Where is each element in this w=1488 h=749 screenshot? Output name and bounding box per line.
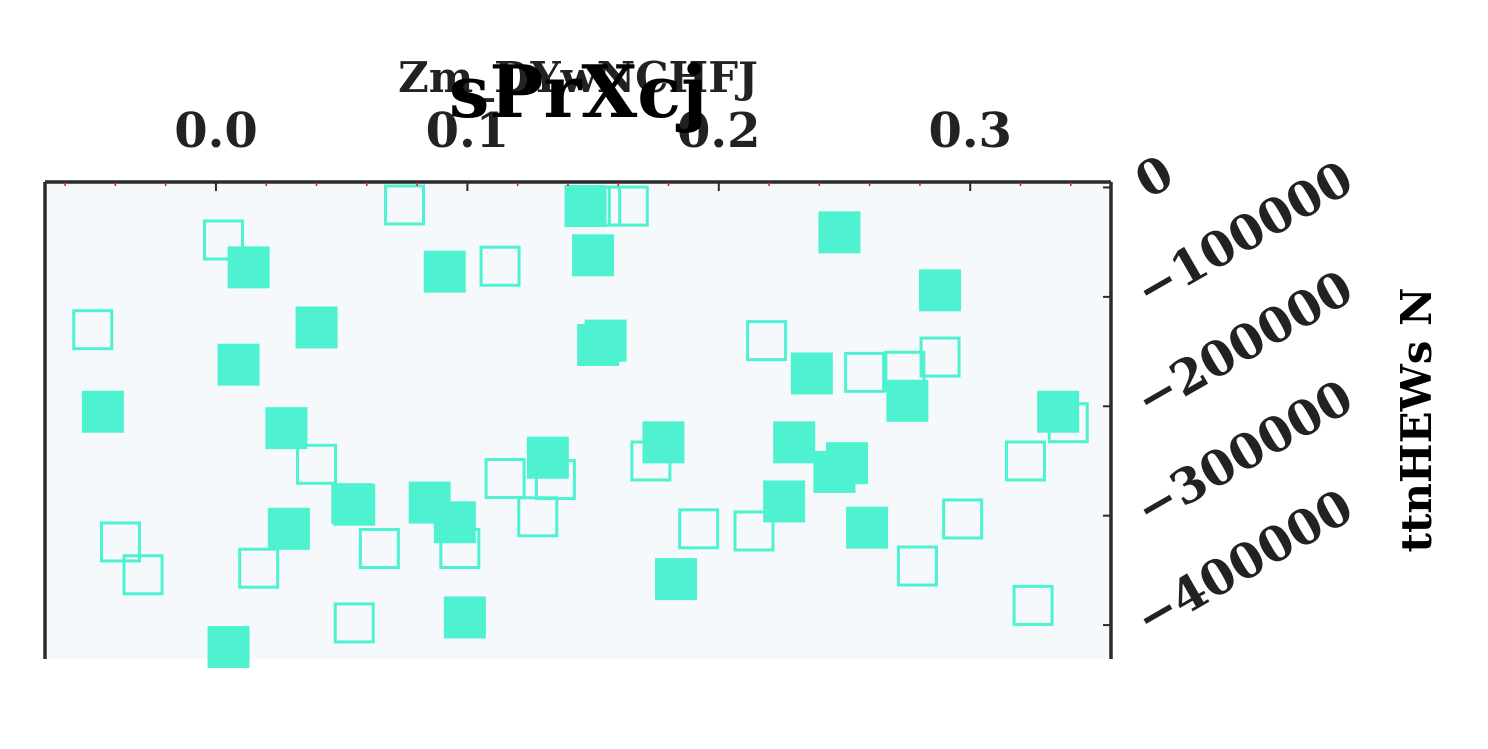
filled-square-marker-5 bbox=[295, 306, 338, 349]
filled-square-marker-12 bbox=[564, 185, 607, 228]
open-square-marker-9 bbox=[384, 184, 426, 226]
x-axis-label: Zm_DYwNCHFJ bbox=[398, 53, 758, 102]
open-square-marker-25 bbox=[942, 498, 984, 540]
open-square-marker-18 bbox=[678, 508, 720, 550]
open-square-marker-22 bbox=[884, 350, 926, 392]
open-square-marker-14 bbox=[534, 459, 576, 501]
open-square-marker-6 bbox=[331, 483, 373, 525]
filled-square-marker-26 bbox=[886, 379, 929, 422]
filled-square-marker-3 bbox=[265, 407, 308, 450]
filled-square-marker-15 bbox=[584, 319, 627, 362]
filled-square-marker-19 bbox=[763, 480, 806, 523]
filled-square-marker-18 bbox=[655, 558, 698, 601]
open-square-marker-17 bbox=[630, 440, 672, 482]
open-square-marker-5 bbox=[296, 443, 338, 485]
open-square-marker-19 bbox=[733, 510, 775, 552]
filled-square-marker-25 bbox=[846, 506, 889, 549]
open-square-marker-27 bbox=[1012, 584, 1054, 626]
open-square-marker-16 bbox=[607, 185, 649, 227]
filled-square-marker-9 bbox=[423, 250, 466, 293]
filled-square-marker-20 bbox=[773, 421, 816, 464]
open-square-marker-7 bbox=[333, 602, 375, 644]
open-square-marker-26 bbox=[1005, 440, 1047, 482]
filled-square-marker-13 bbox=[572, 234, 615, 277]
open-square-marker-15 bbox=[580, 185, 622, 227]
filled-square-marker-28 bbox=[1037, 390, 1080, 433]
filled-square-marker-21 bbox=[790, 352, 833, 395]
x-tick-label-2: 0.2 bbox=[677, 103, 761, 159]
filled-square-marker-16 bbox=[207, 625, 250, 668]
filled-square-marker-6 bbox=[333, 483, 376, 526]
filled-square-marker-0 bbox=[81, 390, 124, 433]
open-square-marker-8 bbox=[358, 528, 400, 570]
y-axis-label: ttnHEWs N bbox=[1392, 288, 1441, 553]
open-square-marker-20 bbox=[746, 320, 788, 362]
filled-square-marker-1 bbox=[227, 246, 270, 289]
open-square-marker-1 bbox=[99, 521, 141, 563]
y-tick-label-0: 0 bbox=[1126, 145, 1183, 210]
filled-square-marker-23 bbox=[818, 211, 861, 254]
markers-layer bbox=[72, 184, 1089, 668]
open-square-marker-10 bbox=[439, 528, 481, 570]
open-square-marker-28 bbox=[1047, 402, 1089, 444]
filled-square-marker-2 bbox=[217, 343, 260, 386]
open-square-marker-21 bbox=[844, 351, 886, 393]
x-tick-label-0: 0.0 bbox=[174, 103, 258, 159]
x-tick-label-3: 0.3 bbox=[928, 103, 1012, 159]
filled-square-marker-24 bbox=[826, 442, 869, 485]
open-square-marker-12 bbox=[484, 457, 526, 499]
filled-square-marker-4 bbox=[267, 507, 310, 550]
open-square-marker-4 bbox=[238, 547, 280, 589]
chart-title: sPrXcj bbox=[449, 49, 707, 134]
filled-square-marker-27 bbox=[919, 269, 962, 312]
open-square-marker-0 bbox=[72, 309, 114, 351]
open-square-marker-24 bbox=[919, 336, 961, 378]
open-square-marker-23 bbox=[896, 545, 938, 587]
open-square-marker-2 bbox=[122, 554, 164, 596]
filled-square-marker-10 bbox=[443, 596, 486, 639]
open-square-marker-3 bbox=[203, 219, 245, 261]
x-tick-label-1: 0.1 bbox=[426, 103, 510, 159]
filled-square-marker-11 bbox=[526, 436, 569, 479]
open-square-marker-11 bbox=[479, 245, 521, 287]
